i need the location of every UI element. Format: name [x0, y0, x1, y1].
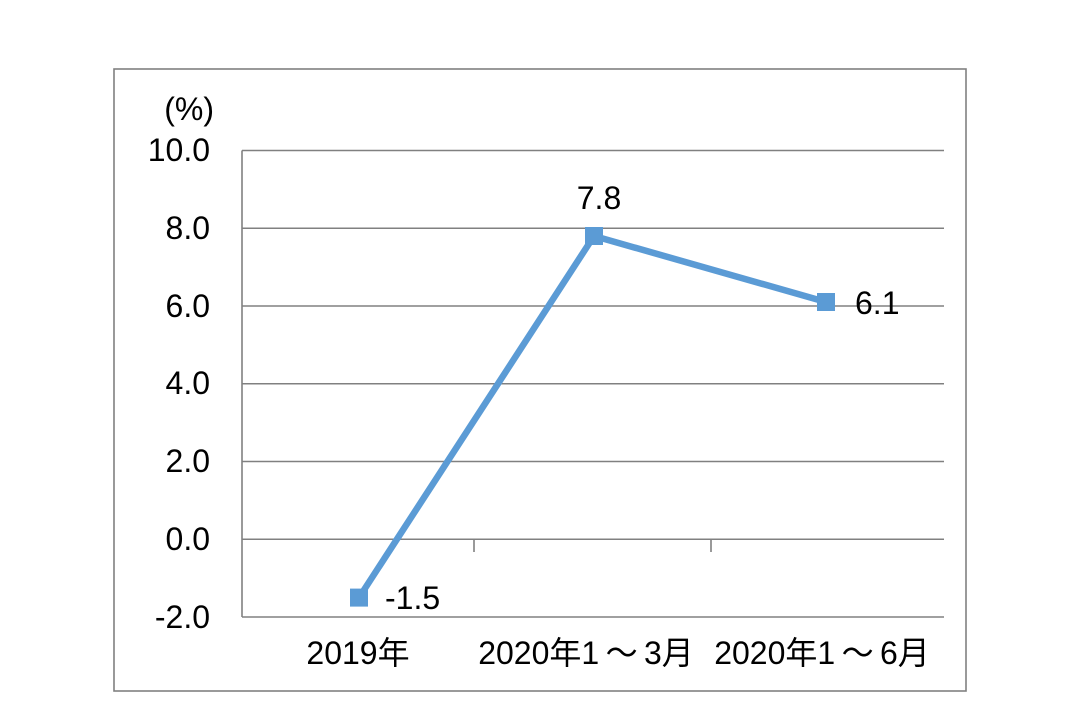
svg-text:7.8: 7.8: [577, 180, 621, 216]
svg-text:8.0: 8.0: [166, 210, 210, 246]
svg-text:-2.0: -2.0: [155, 599, 210, 635]
svg-text:2020年1 ～ 3月: 2020年1 ～ 3月: [478, 635, 694, 671]
svg-text:10.0: 10.0: [148, 132, 210, 168]
svg-text:0.0: 0.0: [166, 521, 210, 557]
svg-text:2019年: 2019年: [306, 635, 409, 671]
svg-text:2.0: 2.0: [166, 443, 210, 479]
svg-text:(%): (%): [164, 91, 214, 127]
svg-text:4.0: 4.0: [166, 365, 210, 401]
svg-text:6.0: 6.0: [166, 288, 210, 324]
svg-text:6.1: 6.1: [855, 285, 899, 321]
svg-text:-1.5: -1.5: [385, 580, 440, 616]
svg-text:2020年1 ～ 6月: 2020年1 ～ 6月: [714, 635, 930, 671]
